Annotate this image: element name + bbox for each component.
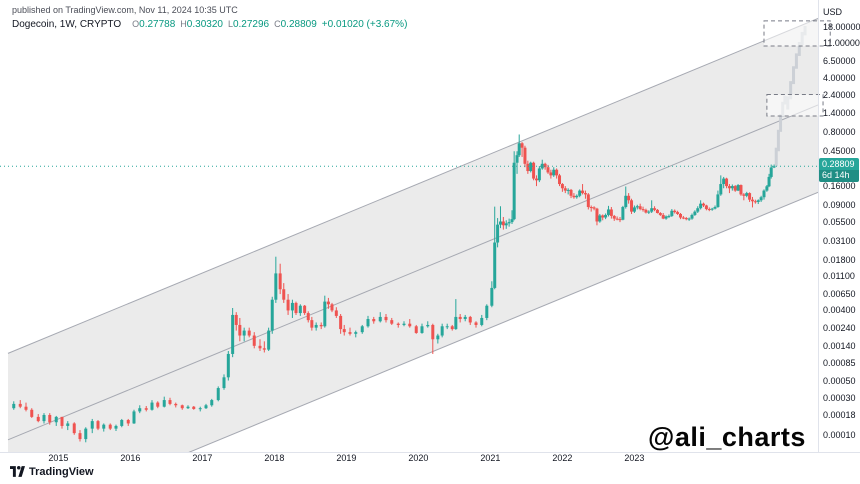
high-value: 0.30320: [186, 19, 223, 30]
price-axis-label: 0.00140: [823, 340, 856, 351]
price-axis-label: 0.03100: [823, 236, 856, 247]
price-axis-label: 6.50000: [823, 56, 856, 67]
currency-label[interactable]: USD: [823, 7, 843, 17]
time-axis-label: 2023: [624, 453, 645, 463]
current-price-value: 0.28809: [822, 159, 855, 170]
time-axis-label: 2016: [120, 453, 141, 463]
low-label: L: [227, 19, 233, 29]
price-axis-label: 0.45000: [823, 146, 856, 157]
target-box-2[interactable]: [763, 20, 831, 47]
time-axis[interactable]: 2015 2016 2017 2018 2019 2020 2021 2022 2023: [0, 453, 818, 465]
tradingview-logo[interactable]: TradingView: [10, 465, 94, 478]
price-axis-label: 0.00030: [823, 392, 856, 403]
price-axis-label: 1.40000: [823, 107, 856, 118]
price-axis-label: 4.00000: [823, 72, 856, 83]
ohlc-values: O0.27788 H0.30320 L0.27296 C0.28809 +0.01020…: [127, 19, 407, 30]
change-value: +0.01020 (+3.67%): [321, 19, 408, 30]
open-value: 0.27788: [139, 19, 176, 30]
price-axis-label: 0.01800: [823, 254, 856, 265]
price-axis-label: 0.00050: [823, 375, 856, 386]
published-caption: published on TradingView.com, Nov 11, 20…: [12, 5, 238, 15]
time-axis-label: 2019: [336, 453, 357, 463]
price-axis-label: 0.00018: [823, 409, 856, 420]
symbol-title[interactable]: Dogecoin, 1W, CRYPTO: [12, 19, 122, 30]
price-axis[interactable]: USD 18.00000 11.00000 6.50000 4.00000 2.4000…: [819, 0, 860, 452]
time-axis-label: 2020: [408, 453, 429, 463]
tradingview-wordmark: TradingView: [29, 465, 94, 478]
price-axis-label: 0.16000: [823, 181, 856, 192]
time-axis-label: 2021: [480, 453, 501, 463]
close-label: C: [274, 19, 281, 29]
time-axis-label: 2017: [192, 453, 213, 463]
symbol-info-row: Dogecoin, 1W, CRYPTO O0.27788 H0.30320 L0.2…: [12, 19, 407, 30]
price-axis-label: 18.00000: [823, 21, 860, 32]
price-axis-label: 0.00085: [823, 357, 856, 368]
price-axis-label: 2.40000: [823, 89, 856, 100]
price-axis-label: 0.80000: [823, 126, 856, 137]
bar-close-countdown: 6d 14h: [819, 170, 859, 183]
price-axis-label: 0.00400: [823, 305, 856, 316]
price-axis-label: 0.01100: [823, 271, 855, 282]
price-axis-label: 0.00240: [823, 322, 856, 333]
price-axis-label: 0.09000: [823, 200, 856, 211]
time-axis-label: 2018: [264, 453, 285, 463]
candles-layer: [12, 134, 776, 443]
price-axis-label: 0.00010: [823, 429, 856, 440]
price-axis-label: 0.05500: [823, 217, 856, 228]
trend-channel: [7, 18, 818, 452]
tradingview-icon: [10, 466, 25, 477]
low-value: 0.27296: [232, 19, 270, 30]
target-box-1[interactable]: [766, 94, 824, 117]
price-axis-label: 11.00000: [823, 38, 860, 49]
open-label: O: [132, 19, 140, 29]
high-label: H: [180, 19, 187, 29]
price-axis-label: 0.00650: [823, 289, 856, 300]
current-price-badge: 0.28809 6d 14h: [819, 158, 859, 183]
close-value: 0.28809: [280, 19, 317, 30]
time-axis-label: 2015: [48, 453, 69, 463]
author-watermark: @ali_charts: [648, 422, 806, 452]
time-axis-label: 2022: [552, 453, 573, 463]
